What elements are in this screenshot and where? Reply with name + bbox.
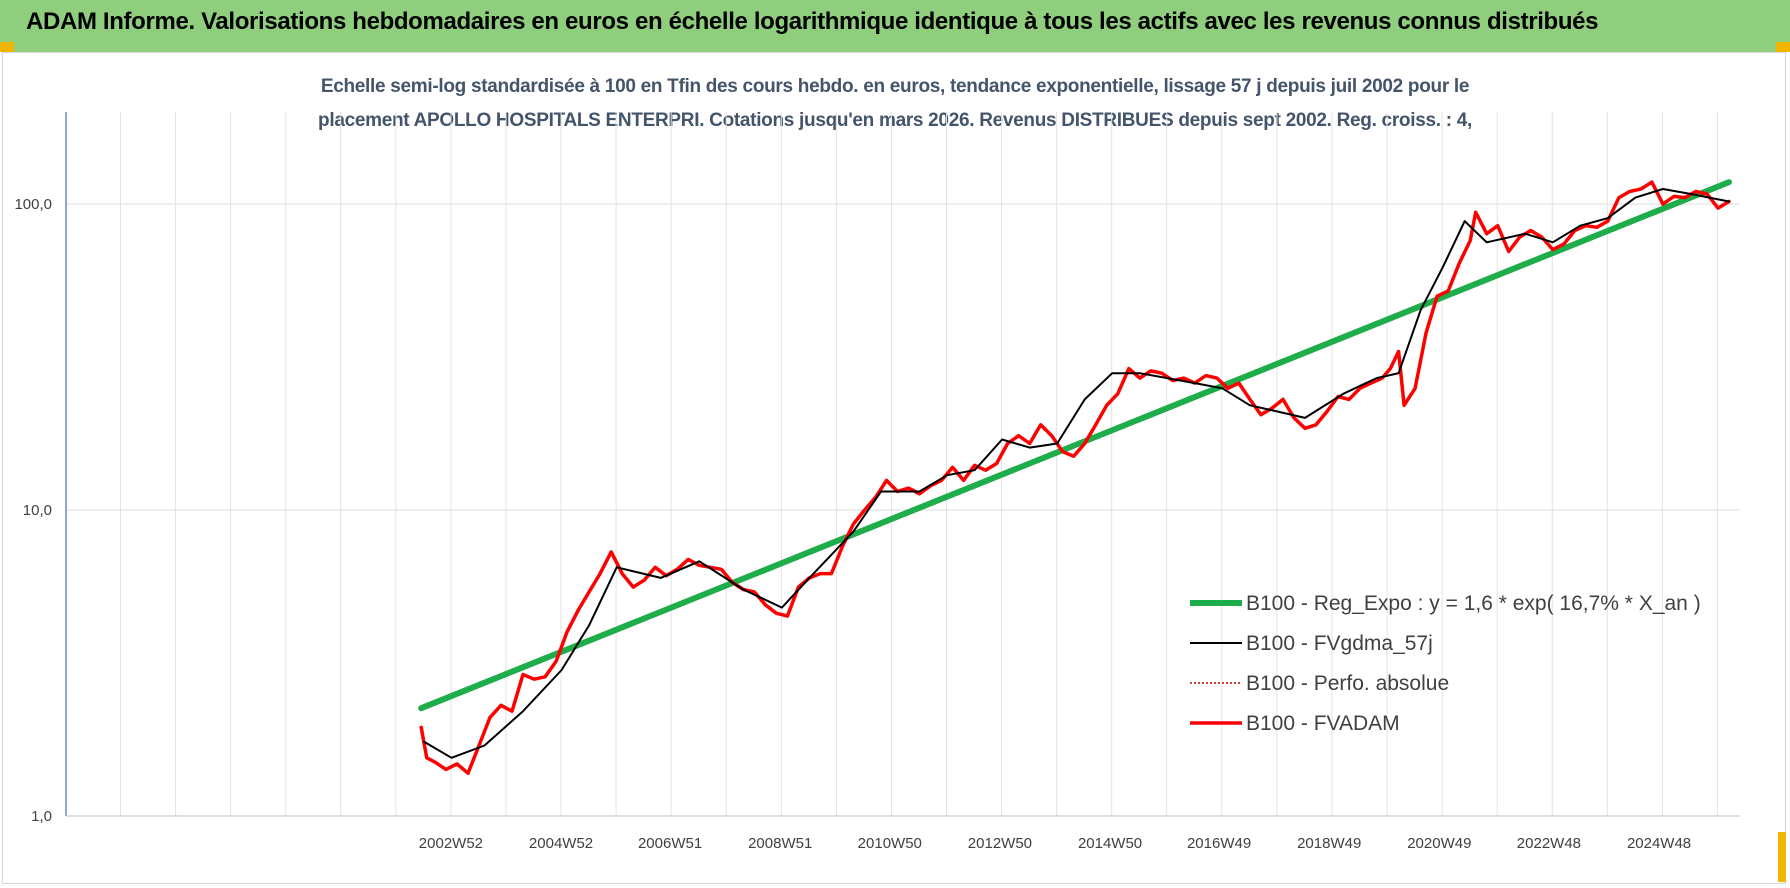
chart-frame bbox=[2, 52, 1786, 884]
x-tick-label: 2018W49 bbox=[1297, 835, 1361, 852]
y-tick-label: 1,0 bbox=[31, 808, 52, 825]
x-tick-label: 2022W48 bbox=[1517, 835, 1581, 852]
series-line-smoothed bbox=[422, 188, 1730, 759]
legend-label-regression: B100 - Reg_Expo : y = 1,6 * exp( 16,7% *… bbox=[1246, 592, 1701, 615]
x-tick-label: 2020W49 bbox=[1407, 835, 1471, 852]
x-tick-label: 2024W48 bbox=[1627, 835, 1691, 852]
x-tick-label: 2012W50 bbox=[968, 835, 1032, 852]
x-tick-label: 2006W51 bbox=[638, 835, 702, 852]
y-tick-label: 10,0 bbox=[23, 502, 52, 519]
report-title: ADAM Informe. Valorisations hebdomadaire… bbox=[26, 8, 1599, 35]
y-tick-label: 100,0 bbox=[14, 196, 52, 213]
corner-mark-bottom-right bbox=[1778, 832, 1786, 882]
legend: B100 - Reg_Expo : y = 1,6 * exp( 16,7% *… bbox=[1190, 592, 1701, 735]
x-tick-label: 2016W49 bbox=[1187, 835, 1251, 852]
x-tick-label: 2004W52 bbox=[529, 835, 593, 852]
chart-subtitle-line2: placement APOLLO HOSPITALS ENTERPRI. Cot… bbox=[318, 110, 1472, 131]
y-tick-labels: 1,0 10,0 100,0 bbox=[14, 196, 52, 825]
x-tick-label: 2010W50 bbox=[858, 835, 922, 852]
x-tick-labels: 2002W52 2004W52 2006W51 2008W51 2010W50 2012W… bbox=[419, 835, 1691, 852]
axes bbox=[65, 112, 1740, 817]
x-tick-label: 2002W52 bbox=[419, 835, 483, 852]
series-line-fvadam bbox=[419, 180, 1731, 775]
grid-lines bbox=[66, 112, 1740, 817]
x-tick-label: 2008W51 bbox=[748, 835, 812, 852]
legend-label-absolute: B100 - Perfo. absolue bbox=[1246, 672, 1449, 695]
corner-mark-right bbox=[1776, 42, 1790, 52]
series-layer bbox=[418, 179, 1732, 775]
header-banner: ADAM Informe. Valorisations hebdomadaire… bbox=[0, 0, 1790, 52]
x-tick-label: 2014W50 bbox=[1078, 835, 1142, 852]
corner-mark-left bbox=[0, 42, 14, 52]
chart-subtitle-line1: Echelle semi-log standardisée à 100 en T… bbox=[320, 76, 1470, 97]
legend-label-fvadam: B100 - FVADAM bbox=[1246, 712, 1400, 735]
series-line-regression bbox=[418, 179, 1732, 712]
legend-label-smoothed: B100 - FVgdma_57j bbox=[1246, 632, 1433, 655]
